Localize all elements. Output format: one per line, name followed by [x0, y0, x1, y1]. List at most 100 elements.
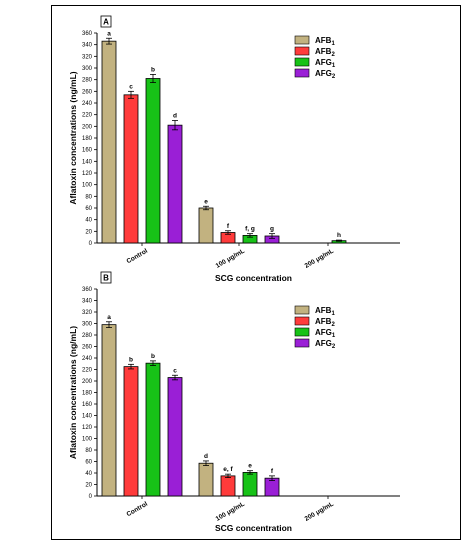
y-tick-label: 0 [89, 241, 93, 247]
y-tick-label: 160 [82, 402, 93, 408]
bar-AFG1-0 [145, 362, 161, 497]
y-tick-label: 360 [82, 31, 93, 37]
legend-swatch-AFB1 [294, 305, 310, 315]
bar-AFB2-0 [123, 366, 139, 497]
legend-label-AFG2: AFG2 [315, 339, 336, 350]
y-tick-label: 140 [82, 159, 93, 165]
y-tick-label: 280 [82, 78, 93, 84]
x-axis-title: SCG concentration [215, 273, 292, 283]
y-tick-label: 180 [82, 391, 93, 397]
y-tick-label: 220 [82, 113, 93, 119]
significance-letter: f [227, 223, 230, 230]
significance-letter: d [173, 113, 177, 120]
x-tick-label: Control [125, 501, 149, 519]
significance-letter: b [151, 66, 155, 73]
y-tick-label: 280 [82, 333, 93, 339]
figure-border [51, 5, 461, 540]
bar-AFB1-0 [101, 40, 117, 244]
y-tick-label: 320 [82, 54, 93, 60]
x-tick-label: 100 μg/mL [215, 501, 246, 523]
legend-swatch-AFB2 [294, 316, 310, 326]
significance-letter: a [107, 314, 111, 321]
legend-swatch-AFG2 [294, 338, 310, 348]
y-tick-label: 200 [82, 379, 93, 385]
y-tick-label: 140 [82, 414, 93, 420]
legend-label-AFG1: AFG1 [315, 328, 336, 339]
y-tick-label: 360 [82, 287, 93, 293]
x-tick-label: 200 μg/mL [304, 248, 335, 270]
x-tick-label: Control [125, 248, 149, 266]
y-tick-label: 100 [82, 183, 93, 189]
legend-label-AFB2: AFB2 [315, 317, 335, 328]
y-tick-label: 80 [85, 194, 92, 200]
significance-letter: b [129, 356, 133, 363]
y-tick-label: 220 [82, 368, 93, 374]
bar-AFG2-0 [167, 124, 183, 244]
y-tick-label: 20 [85, 229, 92, 235]
bar-AFB1-0 [101, 324, 117, 497]
y-tick-label: 160 [82, 148, 93, 154]
significance-letter: f [271, 468, 274, 475]
significance-letter: b [151, 353, 155, 360]
y-tick-label: 100 [82, 437, 93, 443]
y-tick-label: 40 [85, 471, 92, 477]
y-tick-label: 300 [82, 66, 93, 72]
significance-letter: e, f [223, 466, 233, 473]
bar-AFB1-1 [198, 462, 214, 497]
y-tick-label: 200 [82, 124, 93, 130]
legend-label-AFB1: AFB1 [315, 306, 335, 317]
y-tick-label: 40 [85, 218, 92, 224]
chart-panel-A: 0 20 40 60 80 100 120 140 160 180 200 220 240 260 280 3… [68, 15, 400, 283]
legend-swatch-AFG1 [294, 57, 310, 67]
significance-letter: c [129, 83, 133, 90]
legend-swatch-AFB2 [294, 46, 310, 56]
chart-panel-B: 0 20 40 60 80 100 120 140 160 180 200 220 240 260 280 3… [68, 271, 400, 533]
y-tick-label: 240 [82, 101, 93, 107]
significance-letter: g [270, 226, 274, 233]
y-tick-label: 20 [85, 483, 92, 489]
y-tick-label: 80 [85, 448, 92, 454]
bar-AFB2-1 [220, 475, 236, 497]
bar-AFG1-1 [242, 472, 258, 497]
bar-AFG1-0 [145, 78, 161, 244]
y-tick-label: 260 [82, 345, 93, 351]
x-tick-label: 100 μg/mL [215, 248, 246, 270]
y-tick-label: 240 [82, 356, 93, 362]
y-tick-label: 180 [82, 136, 93, 142]
y-tick-label: 120 [82, 171, 93, 177]
significance-letter: h [337, 232, 341, 239]
y-tick-label: 300 [82, 322, 93, 328]
legend-swatch-AFB1 [294, 35, 310, 45]
legend-swatch-AFG2 [294, 68, 310, 78]
bar-AFG2-0 [167, 377, 183, 497]
legend-label-AFB1: AFB1 [315, 36, 335, 47]
significance-letter: f, g [245, 226, 255, 233]
significance-letter: e [204, 198, 208, 205]
y-tick-label: 0 [89, 494, 93, 500]
y-tick-label: 340 [82, 43, 93, 49]
x-tick-label: 200 μg/mL [304, 501, 335, 523]
panel-label: A [103, 18, 109, 27]
significance-letter: e [248, 463, 252, 470]
legend-swatch-AFG1 [294, 327, 310, 337]
x-axis-title: SCG concentration [215, 523, 292, 533]
panel-label-box [100, 271, 112, 284]
panel-label-box [100, 15, 112, 28]
bar-AFB1-1 [198, 207, 214, 244]
legend-label-AFG2: AFG2 [315, 69, 336, 80]
panel-label: B [103, 274, 109, 283]
y-axis-title: Aflatoxin concentrations (ng/mL) [68, 326, 78, 459]
y-tick-label: 340 [82, 299, 93, 305]
significance-letter: c [173, 367, 177, 374]
y-tick-label: 320 [82, 310, 93, 316]
y-tick-label: 60 [85, 206, 92, 212]
bar-AFB2-0 [123, 94, 139, 244]
significance-letter: a [107, 30, 111, 37]
y-axis-title: Aflatoxin concentrations (ng/mL) [68, 71, 78, 204]
legend-label-AFB2: AFB2 [315, 47, 335, 58]
significance-letter: d [204, 453, 208, 460]
y-tick-label: 260 [82, 89, 93, 95]
legend-label-AFG1: AFG1 [315, 58, 336, 69]
